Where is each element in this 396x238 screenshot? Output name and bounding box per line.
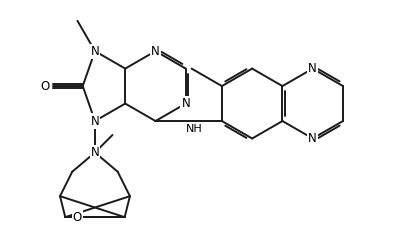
- Text: O: O: [73, 211, 82, 224]
- Text: N: N: [91, 114, 99, 128]
- Text: N: N: [91, 146, 99, 159]
- Text: N: N: [308, 62, 317, 75]
- Text: N: N: [91, 45, 99, 58]
- Text: N: N: [308, 132, 317, 145]
- Text: O: O: [40, 79, 50, 93]
- Text: N: N: [181, 97, 190, 110]
- Text: NH: NH: [186, 124, 202, 134]
- Text: N: N: [151, 45, 160, 58]
